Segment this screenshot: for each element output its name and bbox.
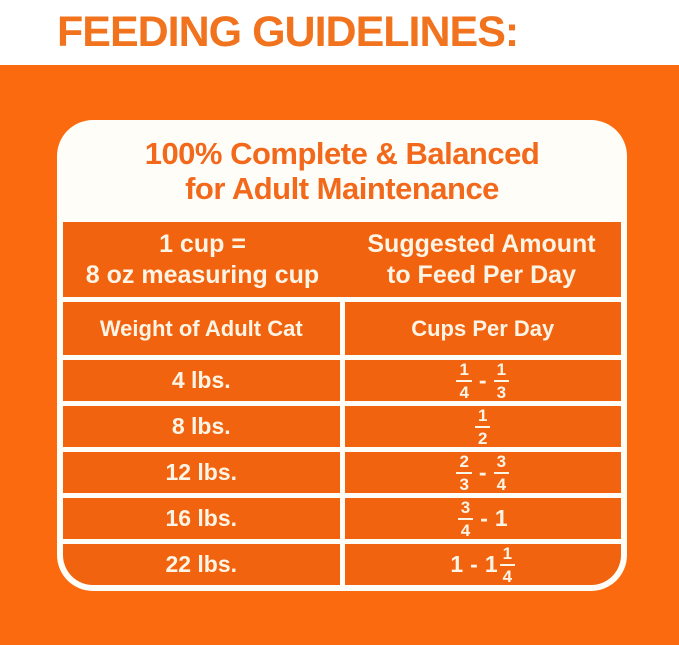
- orange-background: 100% Complete & Balanced for Adult Maint…: [0, 65, 679, 645]
- suggested-amount-header: Suggested Amount to Feed Per Day: [342, 222, 621, 297]
- page-title: FEEDING GUIDELINES:: [57, 8, 519, 56]
- weight-cell-12lbs: 12 lbs.: [63, 452, 340, 493]
- whole-number: 1: [450, 551, 464, 577]
- feeding-table: 1 cup = 8 oz measuring cup Suggested Amo…: [63, 222, 621, 585]
- panel-title: 100% Complete & Balanced for Adult Maint…: [63, 120, 621, 222]
- guidelines-panel: 100% Complete & Balanced for Adult Maint…: [57, 120, 627, 591]
- table-header-band: 1 cup = 8 oz measuring cup Suggested Amo…: [63, 222, 621, 297]
- cup-definition: 1 cup = 8 oz measuring cup: [63, 222, 342, 297]
- weight-cell-8lbs: 8 lbs.: [63, 406, 340, 447]
- weight-cell-16lbs: 16 lbs.: [63, 498, 340, 539]
- range-dash: -: [478, 459, 487, 485]
- range-dash: -: [480, 505, 488, 531]
- suggested-amount-line1: Suggested Amount: [367, 230, 596, 258]
- cups-column-header: Cups Per Day: [344, 302, 621, 355]
- range-dash: -: [478, 367, 487, 393]
- weight-cell-22lbs: 22 lbs.: [63, 544, 340, 585]
- weight-column-header: Weight of Adult Cat: [63, 302, 340, 355]
- suggested-amount-line2: to Feed Per Day: [387, 260, 576, 289]
- panel-title-line1: 100% Complete & Balanced: [144, 135, 540, 171]
- whole-number: 1: [494, 505, 508, 531]
- cup-definition-line1: 1 cup =: [159, 230, 246, 258]
- top-strip: FEEDING GUIDELINES:: [0, 0, 679, 65]
- cup-definition-line2: 8 oz measuring cup: [85, 260, 320, 289]
- range-dash: -: [470, 551, 478, 577]
- weight-cell-4lbs: 4 lbs.: [63, 360, 340, 401]
- whole-number: 1: [484, 551, 498, 577]
- panel-title-line2: for Adult Maintenance: [185, 171, 499, 206]
